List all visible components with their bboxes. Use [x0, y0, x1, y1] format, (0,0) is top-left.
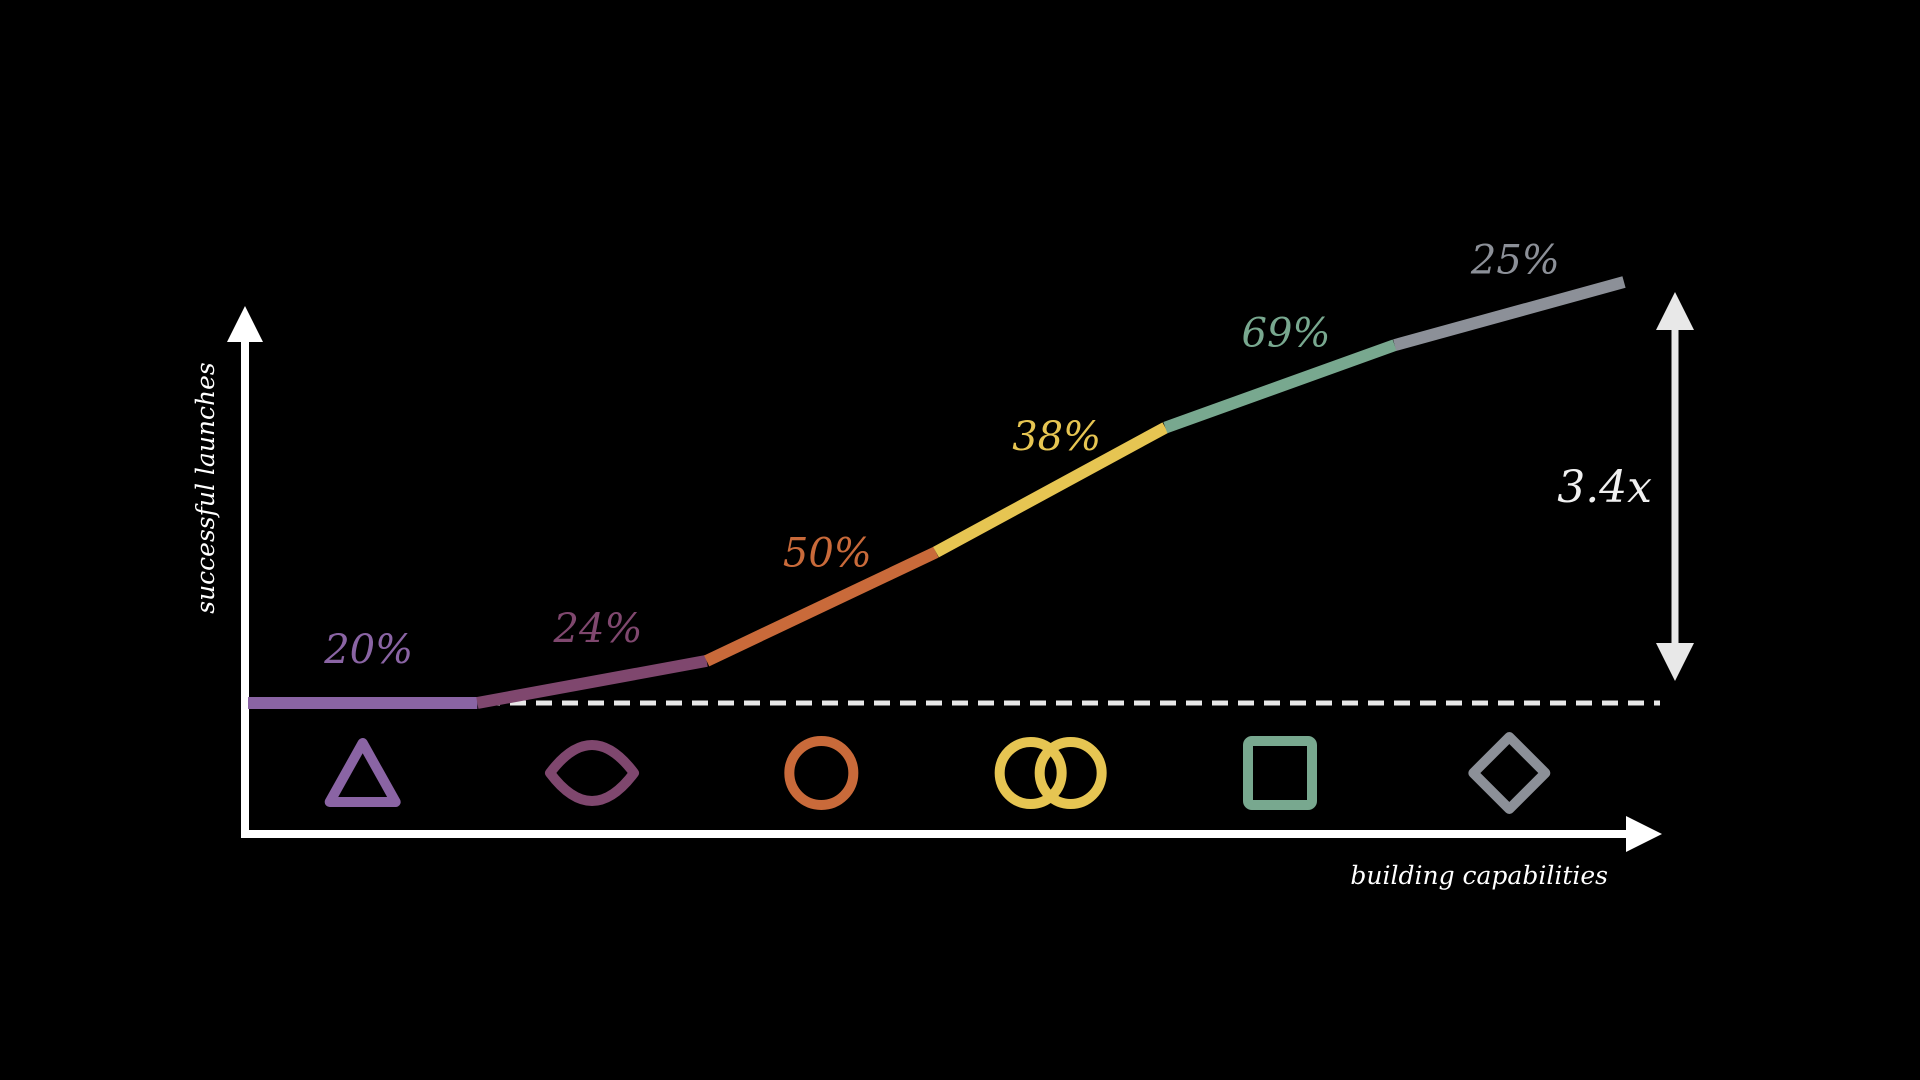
double-circle-icon — [994, 737, 1107, 809]
diamond-icon — [1468, 732, 1551, 814]
y-axis-label: successful launches — [191, 362, 220, 614]
value-labels: 20% 24% 50% 38% 69% 25% — [323, 238, 1560, 673]
value-label-6: 25% — [1470, 238, 1560, 284]
value-label-3: 50% — [783, 531, 872, 577]
x-axis-arrowhead — [1626, 816, 1662, 852]
multiplier-arrow-head-down — [1656, 643, 1694, 681]
value-label-1: 20% — [323, 627, 413, 673]
stage-icons — [324, 732, 1551, 814]
value-label-5: 69% — [1242, 310, 1331, 356]
triangle-icon — [324, 738, 401, 807]
line-segment-5 — [1163, 339, 1397, 434]
line-segment-3 — [704, 546, 939, 667]
lens-icon — [545, 740, 639, 806]
value-label-4: 38% — [1012, 414, 1101, 460]
line-segment-2 — [476, 654, 708, 709]
multiplier-arrow-head-up — [1656, 292, 1694, 330]
line-segment-4 — [933, 422, 1169, 558]
line-series — [248, 276, 1626, 709]
x-axis-label: building capabilities — [1350, 861, 1608, 890]
square-icon — [1243, 736, 1317, 810]
y-axis-arrowhead — [227, 306, 263, 342]
circle-icon — [784, 736, 859, 810]
value-label-2: 24% — [553, 606, 643, 652]
multiplier-label: 3.4x — [1557, 462, 1652, 513]
line-segment-6 — [1393, 276, 1626, 351]
